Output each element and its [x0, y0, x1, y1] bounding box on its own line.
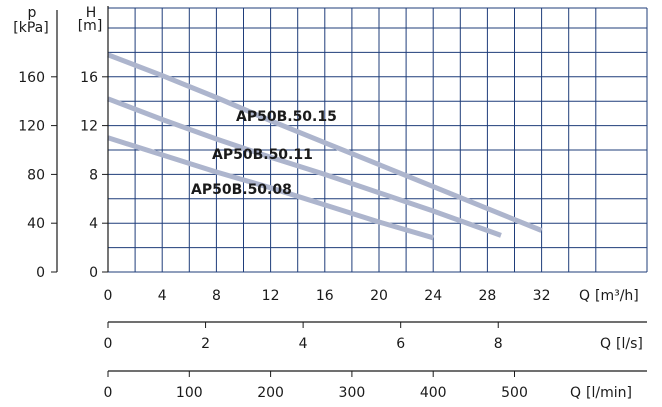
p-axis-label: p [28, 5, 37, 21]
q-m3h-tick-label: 28 [478, 288, 496, 304]
h-tick-label: 0 [89, 265, 98, 281]
q-lmin-tick-label: 100 [176, 385, 203, 401]
q-lmin-axis-label: Q [570, 385, 581, 401]
p-tick-label: 40 [27, 216, 45, 232]
q-ls-tick-label: 6 [396, 336, 405, 352]
q-m3h-axis-label: Q [579, 288, 590, 304]
p-tick-label: 160 [18, 70, 45, 86]
pump-curve-ap50b-50-11 [107, 96, 502, 238]
q-lmin-axis-unit: [l/min] [586, 385, 632, 401]
q-m3h-axis-unit: [m³/h] [595, 288, 639, 304]
q-ls-axis-unit: [l/s] [616, 336, 643, 352]
q-m3h-tick-label: 0 [104, 288, 113, 304]
pump-curve-ap50b-50-08 [107, 135, 434, 241]
h-axis-label: H [86, 5, 97, 21]
q-m3h-tick-label: 32 [533, 288, 551, 304]
q-ls-axis-label: Q [600, 336, 611, 352]
q-ls-tick-label: 2 [201, 336, 210, 352]
h-tick-label: 4 [89, 216, 98, 232]
pump-curves [107, 52, 543, 241]
series-label-ap50b-50-08: AP50B.50.08 [191, 182, 292, 198]
q-lmin-tick-label: 0 [104, 385, 113, 401]
h-tick-label: 12 [80, 119, 98, 135]
p-tick-label: 120 [18, 119, 45, 135]
q-lmin-tick-label: 400 [420, 385, 447, 401]
h-tick-label: 16 [80, 70, 98, 86]
pump-curve-ap50b-50-15 [107, 52, 543, 233]
q-m3h-tick-label: 4 [158, 288, 167, 304]
plot-grid [107, 7, 648, 273]
p-tick-label: 0 [36, 265, 45, 281]
q-ls-tick-label: 4 [299, 336, 308, 352]
h-tick-label: 8 [89, 167, 98, 183]
q-lmin-tick-label: 500 [501, 385, 528, 401]
q-m3h-tick-label: 16 [316, 288, 334, 304]
h-axis-unit: [m] [78, 18, 103, 34]
q-m3h-tick-label: 20 [370, 288, 388, 304]
q-lmin-tick-label: 200 [257, 385, 284, 401]
series-label-ap50b-50-11: AP50B.50.11 [212, 147, 313, 163]
q-ls-tick-label: 8 [494, 336, 503, 352]
q-ls-tick-label: 0 [104, 336, 113, 352]
q-lmin-tick-label: 300 [339, 385, 366, 401]
series-label-ap50b-50-15: AP50B.50.15 [236, 109, 337, 125]
q-m3h-tick-label: 24 [424, 288, 442, 304]
q-m3h-tick-label: 12 [262, 288, 280, 304]
p-tick-label: 80 [27, 167, 45, 183]
q-m3h-tick-label: 8 [212, 288, 221, 304]
p-axis-unit: [kPa] [13, 20, 48, 36]
